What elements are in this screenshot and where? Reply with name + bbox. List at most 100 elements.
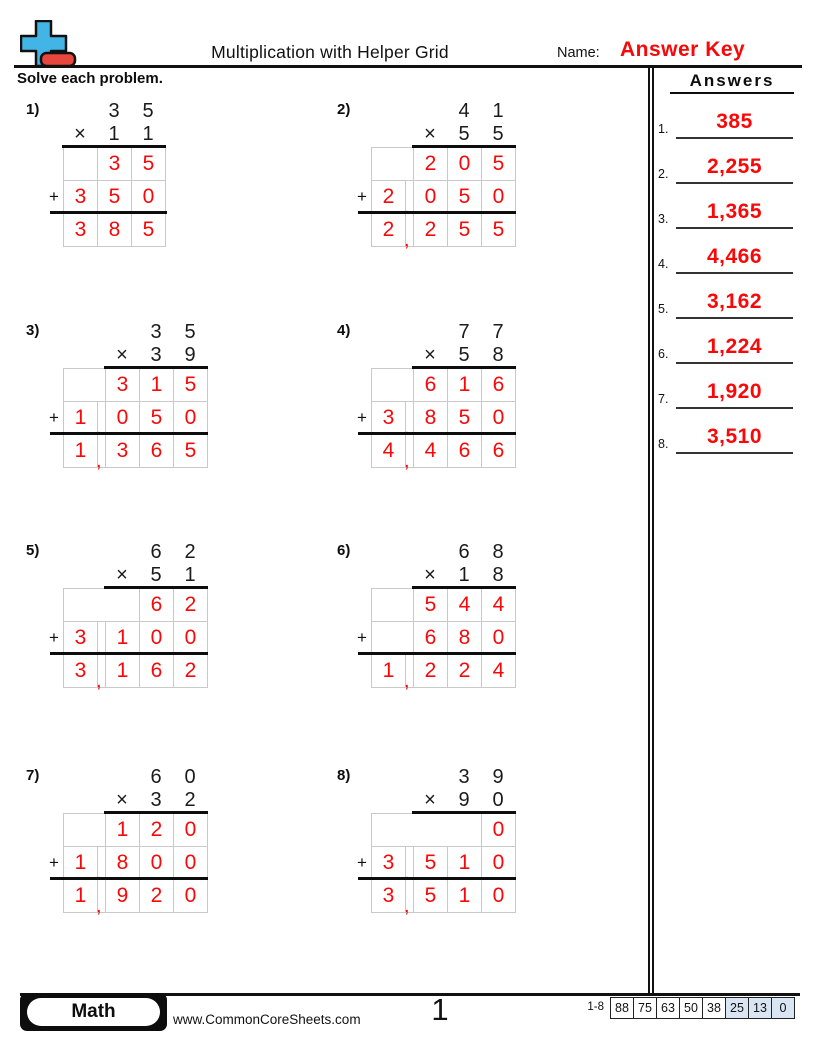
problem-1: 1) 3 5 × 1 1 3 5 3 5 0 3 8 5 + (26, 100, 256, 260)
grid-cell: 5 (447, 401, 482, 435)
grid-cell: 3 (63, 180, 98, 214)
grid-cell: 4 (413, 434, 448, 468)
grid-cell (371, 368, 414, 402)
score-cell: 63 (656, 997, 680, 1019)
answer-value: 385 (716, 110, 753, 133)
grid-cell: 5 (131, 147, 166, 181)
answer-number: 4. (658, 257, 669, 271)
grid-cell: 2 (413, 213, 448, 247)
problem-4: 4) 7 7 × 5 8 6 1 6 3, 8 5 0 4, 4 6 6 + (337, 321, 567, 481)
grid-cell: 0 (481, 621, 516, 655)
cell-digit: 1 (458, 884, 471, 907)
cell-digit: 3 (74, 185, 87, 208)
product-rule-top (104, 811, 208, 814)
grid-cell: 2 (413, 654, 448, 688)
cell-digit: 1 (74, 406, 87, 429)
cell-digit: 0 (492, 406, 505, 429)
cell-digit: 5 (142, 152, 155, 175)
sum-rule-bottom (358, 432, 516, 435)
problem-number: 6) (337, 542, 351, 559)
multiplicand-digit: 0 (184, 766, 196, 788)
score-range-label: 1-8 (587, 1001, 604, 1013)
cell-digit: 2 (150, 884, 163, 907)
plus-sign: + (357, 408, 367, 427)
cell-digit: 3 (382, 851, 395, 874)
grid-cell: 3 (97, 147, 132, 181)
grid-cell: 5 (413, 846, 448, 880)
answer-line (676, 182, 793, 184)
multiplicand-digit: 4 (458, 100, 470, 122)
multiplier-digit: 1 (108, 123, 120, 145)
cell-digit: 0 (116, 406, 129, 429)
cell-digit: , (96, 417, 102, 439)
grid-cell: 3 (63, 213, 98, 247)
multiplicand-digit: 5 (184, 321, 196, 343)
score-cell: 0 (771, 997, 795, 1019)
cell-digit: 6 (492, 439, 505, 462)
cell-digit: 3 (74, 626, 87, 649)
cell-digit: 5 (150, 406, 163, 429)
grid-cell: 3 (105, 368, 140, 402)
cell-digit: 1 (458, 851, 471, 874)
grid-cell (63, 813, 106, 847)
score-cell: 88 (610, 997, 634, 1019)
grid-cell: 5 (413, 879, 448, 913)
cell-digit: 5 (142, 218, 155, 241)
grid-cell: 4 (481, 654, 516, 688)
answer-line (676, 317, 793, 319)
grid-cell (371, 588, 414, 622)
grid-cell (371, 813, 482, 847)
cell-digit: , (404, 196, 410, 218)
cell-digit: 0 (184, 884, 197, 907)
multiply-icon: × (116, 344, 128, 366)
multiplier-digit: 5 (150, 564, 162, 586)
grid-cell: 1 (139, 368, 174, 402)
cell-digit: , (96, 637, 102, 659)
cell-digit: 1 (382, 659, 395, 682)
cell-digit: 0 (142, 185, 155, 208)
cell-digit: 1 (74, 439, 87, 462)
multiplier-digit: 2 (184, 789, 196, 811)
grid-cell: 1 (447, 368, 482, 402)
answer-number: 2. (658, 167, 669, 181)
multiply-icon: × (424, 789, 436, 811)
grid-cell: 8 (447, 621, 482, 655)
plus-sign: + (357, 187, 367, 206)
header-rule (14, 65, 802, 68)
problem-number: 8) (337, 767, 351, 784)
grid-cell: 3 (371, 846, 406, 880)
cell-digit: , (404, 417, 410, 439)
grid-cell: 6 (413, 621, 448, 655)
product-rule-top (412, 811, 516, 814)
problem-number: 7) (26, 767, 40, 784)
cell-digit: 6 (150, 593, 163, 616)
grid-cell: 5 (173, 434, 208, 468)
cell-digit: 1 (116, 818, 129, 841)
page-number: 1 (431, 992, 449, 1027)
cell-digit: 5 (184, 373, 197, 396)
multiply-icon: × (116, 789, 128, 811)
cell-digit: 5 (458, 185, 471, 208)
grid-cell: 2 (447, 654, 482, 688)
score-cell: 50 (679, 997, 703, 1019)
cell-digit: 0 (458, 152, 471, 175)
multiplicand-digit: 5 (142, 100, 154, 122)
cell-digit: , (96, 862, 102, 884)
score-cell: 38 (702, 997, 726, 1019)
plus-sign: + (49, 628, 59, 647)
grid-cell: 0 (105, 401, 140, 435)
answers-title: Answers (670, 71, 794, 94)
answer-line (676, 227, 793, 229)
grid-cell: 6 (139, 434, 174, 468)
cell-digit: 1 (116, 659, 129, 682)
cell-digit: 1 (74, 884, 87, 907)
multiplier-digit: 5 (458, 123, 470, 145)
grid-cell (63, 147, 98, 181)
grid-cell: 6 (413, 368, 448, 402)
cell-digit: 2 (382, 218, 395, 241)
sum-rule-bottom (358, 211, 516, 214)
name-label: Name: (557, 45, 600, 61)
cell-digit: 5 (458, 218, 471, 241)
